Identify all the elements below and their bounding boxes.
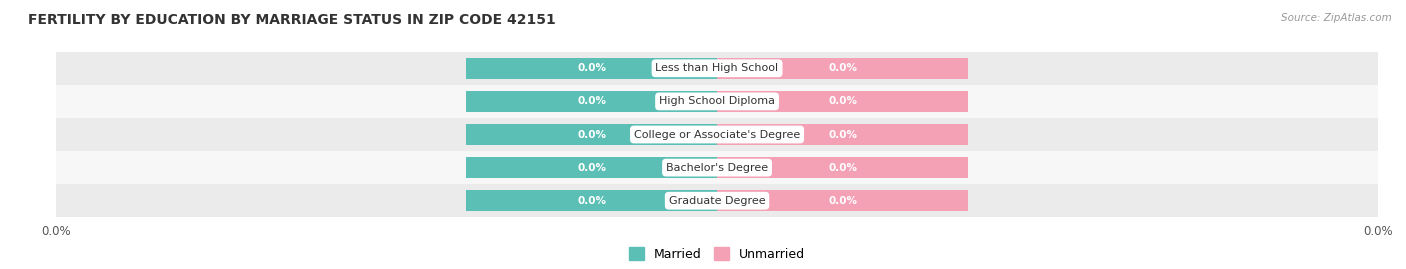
Bar xyxy=(56,85,1378,118)
Legend: Married, Unmarried: Married, Unmarried xyxy=(624,242,810,266)
Text: 0.0%: 0.0% xyxy=(576,129,606,140)
Bar xyxy=(465,157,717,178)
Text: 0.0%: 0.0% xyxy=(828,196,858,206)
Text: FERTILITY BY EDUCATION BY MARRIAGE STATUS IN ZIP CODE 42151: FERTILITY BY EDUCATION BY MARRIAGE STATU… xyxy=(28,13,555,27)
Text: 0.0%: 0.0% xyxy=(828,129,858,140)
Bar xyxy=(465,124,717,145)
Bar xyxy=(717,58,969,79)
Text: 0.0%: 0.0% xyxy=(576,96,606,107)
Text: High School Diploma: High School Diploma xyxy=(659,96,775,107)
Bar xyxy=(56,184,1378,217)
Text: Source: ZipAtlas.com: Source: ZipAtlas.com xyxy=(1281,13,1392,23)
Text: Graduate Degree: Graduate Degree xyxy=(669,196,765,206)
Bar xyxy=(717,190,969,211)
Text: Less than High School: Less than High School xyxy=(655,63,779,73)
Bar xyxy=(56,151,1378,184)
Text: 0.0%: 0.0% xyxy=(828,96,858,107)
Text: Bachelor's Degree: Bachelor's Degree xyxy=(666,162,768,173)
Bar xyxy=(717,124,969,145)
Bar xyxy=(56,118,1378,151)
Bar xyxy=(465,190,717,211)
Bar xyxy=(717,157,969,178)
Bar xyxy=(56,52,1378,85)
Text: 0.0%: 0.0% xyxy=(576,162,606,173)
Bar xyxy=(465,58,717,79)
Bar xyxy=(465,91,717,112)
Bar xyxy=(717,91,969,112)
Text: 0.0%: 0.0% xyxy=(828,63,858,73)
Text: 0.0%: 0.0% xyxy=(828,162,858,173)
Text: 0.0%: 0.0% xyxy=(576,196,606,206)
Text: College or Associate's Degree: College or Associate's Degree xyxy=(634,129,800,140)
Text: 0.0%: 0.0% xyxy=(576,63,606,73)
